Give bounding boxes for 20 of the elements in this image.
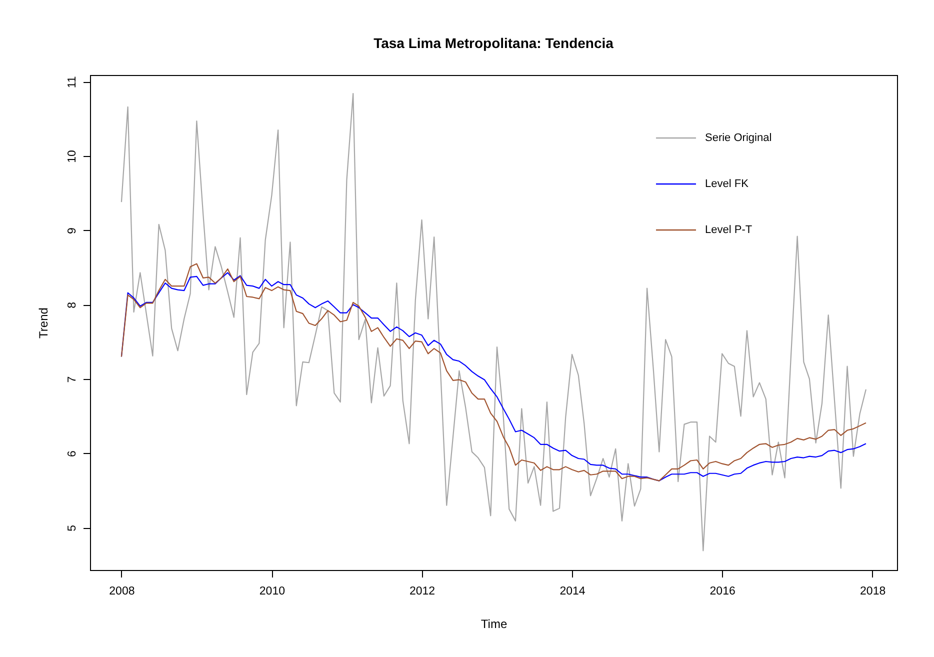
line-series: [120, 93, 867, 552]
x-tick-label: 2010: [259, 586, 286, 598]
x-tick-label: 2008: [109, 586, 135, 598]
y-tick-label: 6: [66, 450, 78, 458]
x-axis-title: Time: [480, 617, 508, 631]
y-tick-label: 5: [66, 524, 78, 532]
x-tick-label: 2014: [560, 586, 586, 598]
y-tick-label: 8: [66, 302, 78, 308]
y-tick-label: 9: [66, 228, 78, 234]
x-tick-label: 2018: [860, 586, 886, 598]
y-tick-label: 11: [66, 76, 78, 88]
legend-label: Level P-T: [705, 224, 752, 236]
x-tick-label: 2012: [409, 586, 436, 598]
y-tick-label: 10: [66, 150, 78, 163]
x-tick-label: 2016: [710, 586, 736, 598]
y-tick-label: 7: [66, 376, 78, 383]
chart-title: Tasa Lima Metropolitana: Tendencia: [374, 35, 614, 51]
legend-label: Serie Original: [705, 132, 772, 144]
legend-label: Level FK: [705, 178, 750, 190]
y-axis-title: Trend: [36, 308, 50, 338]
